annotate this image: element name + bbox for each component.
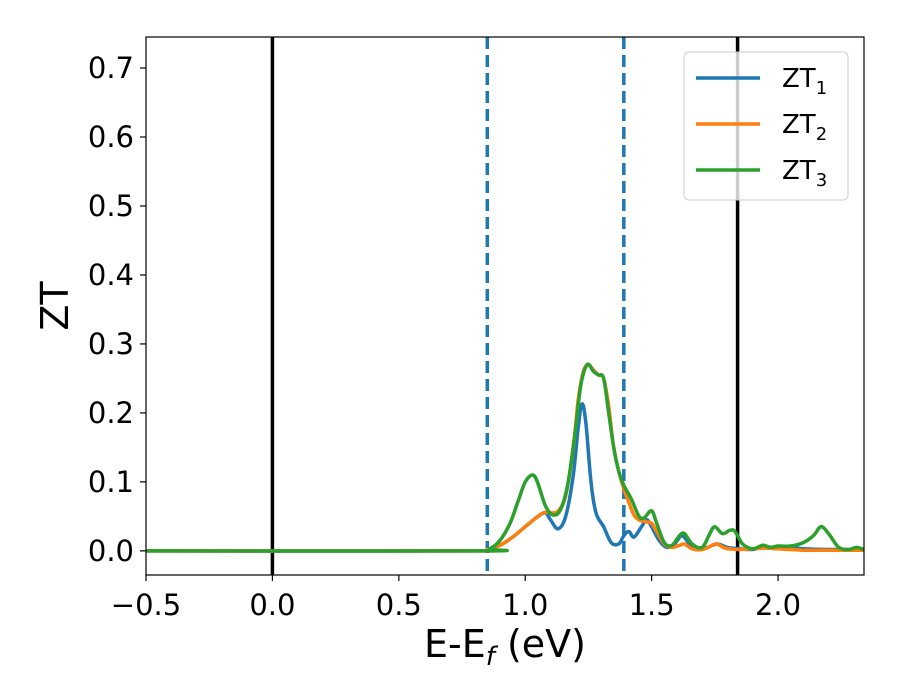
series-line-zt2	[146, 362, 864, 553]
y-tick-label: 0.6	[88, 120, 134, 154]
y-tick-label: 0.4	[88, 258, 134, 292]
x-tick-label: 0.0	[249, 588, 295, 622]
series-line-zt1	[146, 402, 864, 553]
series-line-zt3	[146, 362, 864, 553]
x-tick-label: −0.5	[111, 588, 181, 622]
x-tick-label: 1.0	[502, 588, 548, 622]
y-tick-label: 0.0	[88, 534, 134, 568]
x-tick-label: 1.5	[629, 588, 675, 622]
x-tick-label: 2.0	[755, 588, 801, 622]
y-tick-label: 0.7	[88, 51, 134, 85]
reference-lines	[270, 37, 740, 575]
plot-frame	[145, 36, 865, 576]
legend-box	[683, 51, 849, 201]
x-axis-label: E-Ef (eV)	[424, 622, 586, 672]
y-tick-label: 0.3	[88, 327, 134, 361]
y-axis-label: ZT	[33, 281, 77, 331]
x-axis-ticks: −0.5 0.0 0.5 1.0 1.5 2.0	[111, 575, 801, 622]
legend-label-zt2: ZT2	[782, 110, 827, 145]
series-lines	[146, 362, 864, 553]
y-tick-label: 0.1	[88, 465, 134, 499]
legend-label-zt3: ZT3	[782, 156, 827, 191]
y-tick-label: 0.5	[88, 189, 134, 223]
y-tick-label: 0.2	[88, 396, 134, 430]
legend: ZT1 ZT2 ZT3	[683, 51, 849, 201]
legend-label-zt1: ZT1	[782, 64, 827, 99]
y-axis-ticks: 0.0 0.1 0.2 0.3 0.4 0.5 0.6 0.7	[88, 51, 146, 568]
x-tick-label: 0.5	[376, 588, 422, 622]
